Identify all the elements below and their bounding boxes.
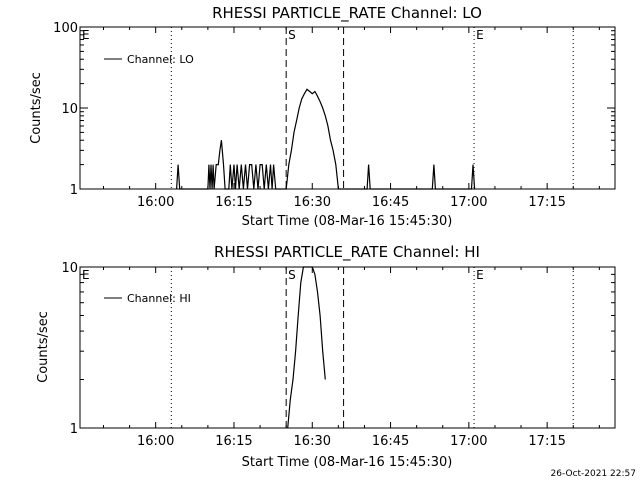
lo-y-axis-label: Counts/sec [29,72,44,144]
hi-marker-label-2: S [288,268,296,282]
hi-channel-panel: RHESSI PARTICLE_RATE Channel: HI Counts/… [36,243,616,470]
lo-series-line-0 [176,88,476,190]
lo-x-tick-label-5: 17:15 [528,195,565,210]
lo-plot-frame [79,26,616,190]
lo-x-axis-label: Start Time (08-Mar-16 15:45:30) [242,214,453,229]
hi-series [287,266,326,429]
lo-channel-panel: RHESSI PARTICLE_RATE Channel: LO Counts/… [29,4,616,229]
lo-marker-label-0: E [82,28,90,42]
lo-marker-label-2: S [288,28,296,42]
lo-x-tick-label-0: 16:00 [137,195,174,210]
hi-legend: Channel: HI [104,292,191,305]
lo-chart-title: RHESSI PARTICLE_RATE Channel: LO [212,4,482,23]
hi-x-axis-label: Start Time (08-Mar-16 15:45:30) [242,455,453,470]
hi-y-tick-label-1: 10 [61,261,78,276]
lo-series [176,88,476,190]
hi-x-tick-label-5: 17:15 [528,434,565,449]
lo-y-tick-label-1: 10 [61,102,78,117]
hi-x-tick-label-1: 16:15 [215,434,252,449]
lo-x-tick-label-4: 17:00 [450,195,487,210]
hi-marker-label-0: E [82,268,90,282]
hi-plot-frame [79,266,616,429]
hi-series-line-0 [287,266,326,429]
lo-y-tick-label-0: 1 [70,183,78,198]
lo-y-tick-label-2: 100 [53,21,78,36]
lo-x-tick-label-3: 16:45 [372,195,409,210]
hi-legend-label: Channel: HI [127,292,191,305]
hi-marker-label-4: E [476,268,484,282]
hi-y-axis-label: Counts/sec [36,311,51,383]
hi-x-tick-label-2: 16:30 [294,434,331,449]
lo-legend: Channel: LO [104,53,194,66]
lo-x-tick-label-2: 16:30 [294,195,331,210]
hi-axis-ticks: 16:00 16:15 16:30 16:45 17:00 17:15 1 10 [61,261,615,449]
lo-marker-label-4: E [476,28,484,42]
hi-y-tick-label-0: 1 [70,422,78,437]
lo-legend-label: Channel: LO [127,53,194,66]
hi-chart-title: RHESSI PARTICLE_RATE Channel: HI [214,243,480,262]
hi-x-tick-label-0: 16:00 [137,434,174,449]
hi-x-tick-label-3: 16:45 [372,434,409,449]
footer-timestamp: 26-Oct-2021 22:57 [551,469,636,479]
hi-x-tick-label-4: 17:00 [450,434,487,449]
lo-x-tick-label-1: 16:15 [215,195,252,210]
lo-axis-ticks: 16:00 16:15 16:30 16:45 17:00 17:15 1 10 100 [53,21,615,210]
